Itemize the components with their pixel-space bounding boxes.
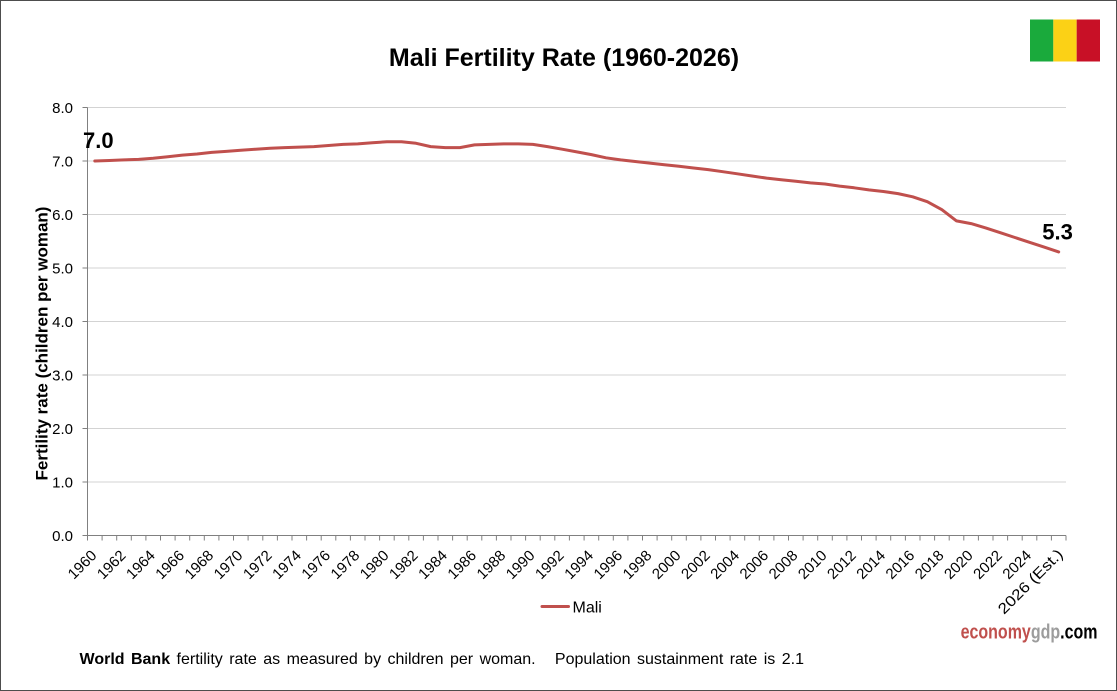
svg-text:1.0: 1.0 — [52, 474, 73, 491]
svg-text:5.3: 5.3 — [1042, 220, 1073, 245]
svg-text:4.0: 4.0 — [52, 314, 73, 331]
svg-text:7.0: 7.0 — [52, 153, 73, 170]
svg-text:8.0: 8.0 — [52, 100, 73, 117]
svg-text:6.0: 6.0 — [52, 207, 73, 224]
svg-text:2.0: 2.0 — [52, 421, 73, 438]
svg-text:3.0: 3.0 — [52, 367, 73, 384]
svg-text:World Bank fertility rate as m: World Bank fertility rate as measured by… — [80, 651, 805, 668]
svg-text:7.0: 7.0 — [83, 128, 114, 153]
svg-text:economygdp.com: economygdp.com — [961, 621, 1098, 643]
svg-text:5.0: 5.0 — [52, 260, 73, 277]
svg-text:Fertility rate (children per w: Fertility rate (children per woman) — [33, 207, 52, 481]
svg-text:0.0: 0.0 — [52, 528, 73, 545]
svg-text:Mali: Mali — [573, 600, 602, 617]
svg-text:Mali Fertility Rate (1960-2026: Mali Fertility Rate (1960-2026) — [389, 44, 739, 72]
